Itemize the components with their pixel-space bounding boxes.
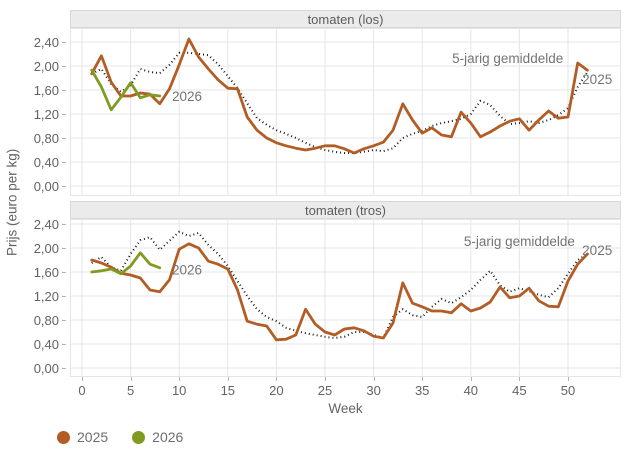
y-tick-label: 1,60 [34, 82, 66, 98]
x-tick-label: 15 [220, 383, 236, 398]
legend: 2025 2026 [57, 429, 183, 445]
y-axis-ticks-los: 0,00 0,40 0,80 1,20 1,60 2,00 2,40 [0, 28, 70, 196]
x-tick-mark [422, 377, 424, 381]
y-axis-ticks-tros: 0,00 0,40 0,80 1,20 1,60 2,00 2,40 [0, 216, 70, 377]
facet-title-tomaten-tros: tomaten (tros) [305, 202, 386, 218]
y-tick-label: 0,80 [34, 312, 66, 328]
x-tick-label: 45 [512, 383, 527, 398]
y-tick-label: 2,00 [34, 58, 66, 74]
x-tick-label: 5 [126, 383, 135, 398]
x-tick-label: 20 [269, 383, 284, 398]
svg-text:2026: 2026 [172, 263, 202, 278]
facet-title-tomaten-los: tomaten (los) [307, 11, 384, 27]
x-tick-label: 10 [171, 383, 187, 398]
x-tick-mark [568, 377, 569, 381]
plot-area-tomaten-tros: 2026 5-jarig gemiddelde 2025 [70, 219, 621, 377]
x-tick-label: 40 [463, 383, 479, 398]
legend-item-2026[interactable]: 2026 [132, 429, 183, 445]
x-tick-mark [325, 377, 326, 381]
facet-header-tomaten-los: tomaten (los) [70, 10, 621, 28]
plot-area-tomaten-los: 2026 5-jarig gemiddelde 2025 [70, 28, 621, 196]
x-tick-mark [227, 377, 229, 381]
legend-item-2025[interactable]: 2025 [57, 429, 108, 445]
y-tick-label: 0,00 [34, 178, 66, 194]
x-tick-label: 50 [560, 383, 576, 398]
x-tick-label: 0 [78, 383, 86, 398]
y-tick-label: 1,60 [34, 264, 66, 280]
svg-text:2026: 2026 [172, 89, 202, 104]
x-tick-label: 35 [414, 383, 430, 398]
y-tick-label: 0,00 [34, 360, 66, 376]
x-tick-mark [130, 377, 132, 381]
legend-swatch-2026-icon [132, 430, 146, 444]
x-tick-mark [519, 377, 521, 381]
y-tick-label: 2,40 [34, 216, 66, 232]
svg-text:5-jarig gemiddelde: 5-jarig gemiddelde [452, 51, 563, 66]
x-tick-label: 30 [366, 383, 381, 398]
x-tick-mark [276, 377, 278, 381]
svg-text:2025: 2025 [582, 72, 612, 87]
x-tick-label: 25 [317, 383, 333, 398]
svg-text:5-jarig gemiddelde: 5-jarig gemiddelde [464, 234, 575, 249]
legend-label-2025: 2025 [77, 429, 109, 445]
x-tick-mark [373, 377, 375, 381]
y-tick-label: 0,40 [34, 154, 66, 170]
legend-label-2026: 2026 [152, 429, 184, 445]
y-tick-label: 1,20 [34, 288, 66, 304]
x-tick-mark [179, 377, 181, 381]
svg-text:2025: 2025 [582, 243, 612, 258]
x-axis-title: Week [328, 401, 363, 416]
x-axis-ticks: 0 5 10 15 20 25 30 35 40 45 50 [70, 377, 621, 399]
legend-swatch-2025-icon [57, 430, 70, 444]
y-tick-label: 2,00 [34, 240, 66, 256]
y-tick-label: 1,20 [34, 106, 66, 122]
y-tick-label: 2,40 [34, 34, 66, 50]
x-tick-mark [470, 377, 472, 381]
x-tick-mark [82, 377, 83, 381]
y-tick-label: 0,40 [34, 336, 66, 352]
y-tick-label: 0,80 [34, 130, 66, 146]
facet-header-tomaten-tros: tomaten (tros) [70, 201, 621, 219]
